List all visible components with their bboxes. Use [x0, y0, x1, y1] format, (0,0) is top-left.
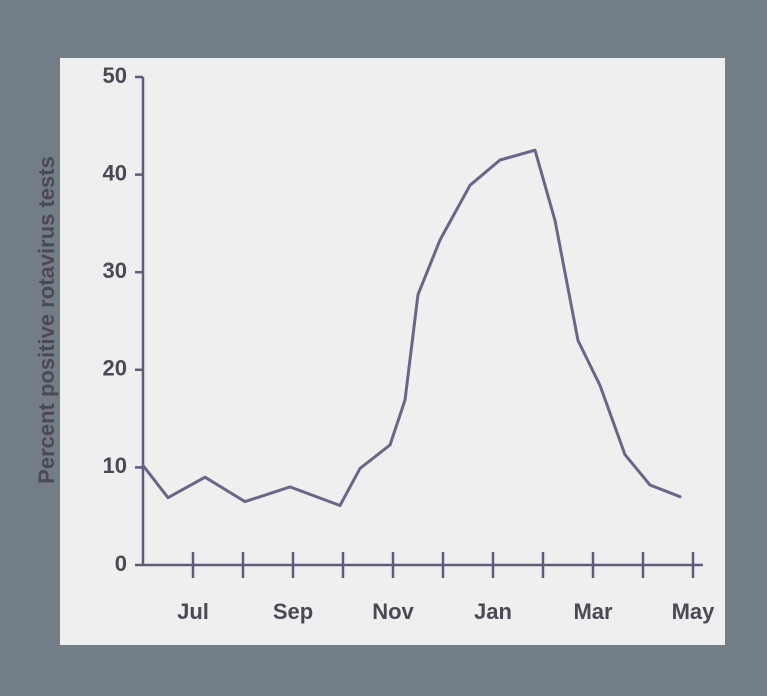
x-tick-label: Mar	[573, 599, 613, 624]
y-tick-label: 0	[115, 551, 127, 576]
x-tick-label: May	[672, 599, 716, 624]
y-tick-label: 50	[103, 63, 127, 88]
y-tick-label: 30	[103, 258, 127, 283]
x-tick-label: Jul	[177, 599, 209, 624]
y-tick-label: 20	[103, 356, 127, 381]
x-tick-label: Nov	[372, 599, 414, 624]
y-axis-label: Percent positive rotavirus tests	[34, 156, 59, 484]
y-tick-label: 40	[103, 160, 127, 185]
y-tick-label: 10	[103, 453, 127, 478]
chart-panel	[60, 58, 725, 645]
x-tick-label: Jan	[474, 599, 512, 624]
data-line	[141, 148, 682, 507]
x-tick-label: Sep	[273, 599, 313, 624]
